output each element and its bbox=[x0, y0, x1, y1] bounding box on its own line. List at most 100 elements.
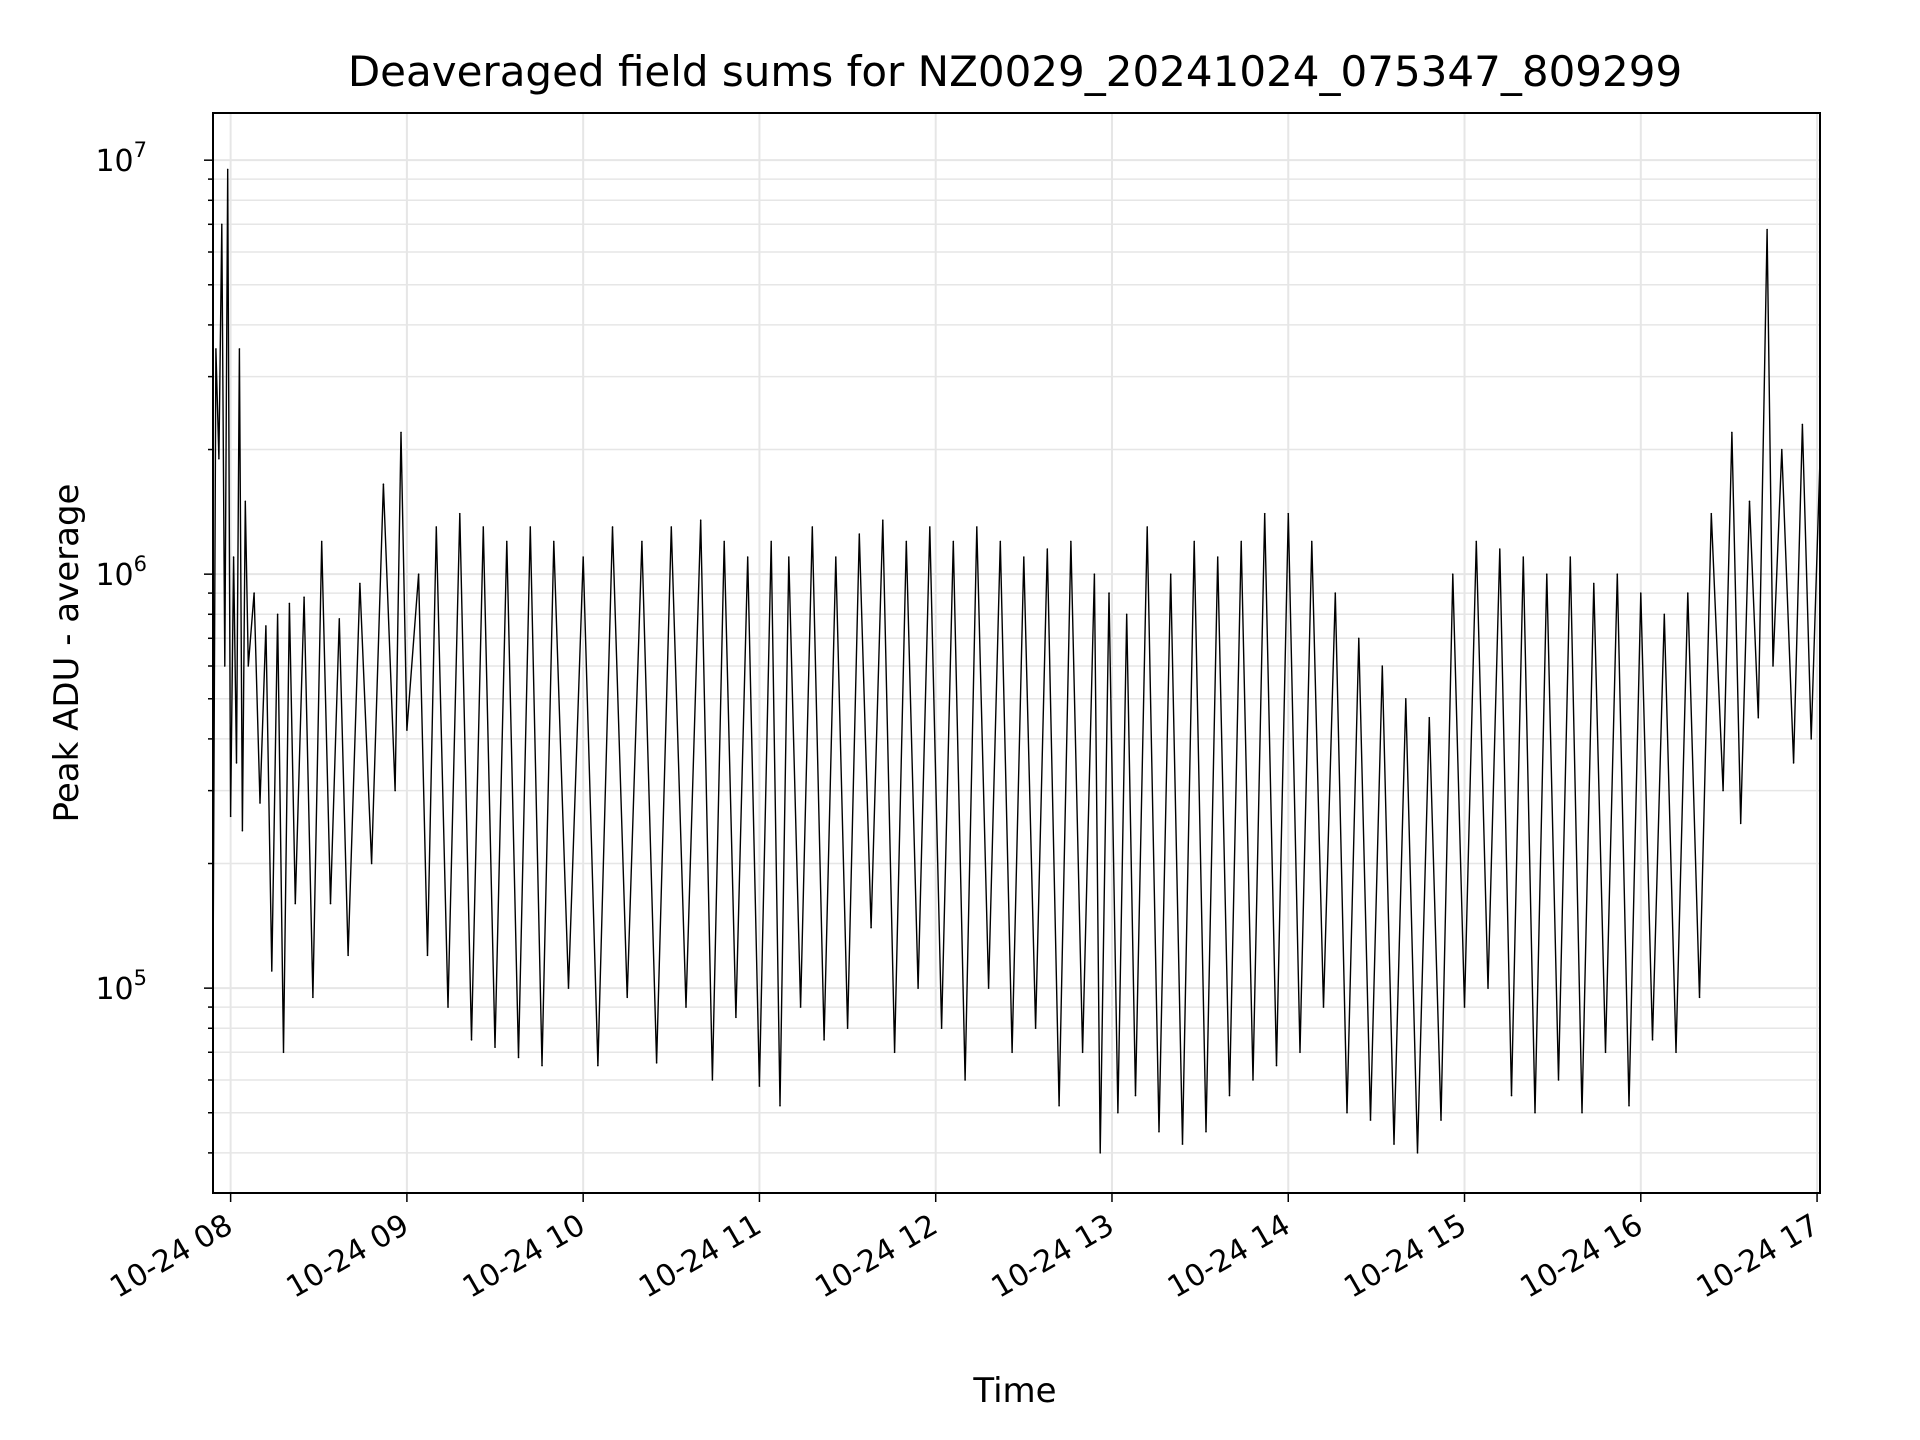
data-point bbox=[1158, 1130, 1160, 1133]
data-point bbox=[1416, 1152, 1419, 1154]
data-point bbox=[1616, 573, 1619, 575]
data-point bbox=[229, 815, 232, 818]
data-point bbox=[929, 526, 931, 528]
y-tick-label: 106 bbox=[95, 552, 147, 593]
data-point bbox=[238, 348, 241, 350]
data-point bbox=[1169, 573, 1172, 575]
y-axis: 105 106 107 bbox=[95, 138, 213, 1154]
data-point bbox=[221, 223, 223, 226]
data-point bbox=[1451, 573, 1454, 575]
data-point bbox=[1346, 1111, 1348, 1114]
data-point bbox=[1534, 1111, 1536, 1114]
data-point bbox=[1757, 716, 1760, 719]
data-point bbox=[329, 902, 332, 905]
data-point bbox=[567, 987, 570, 989]
data-point bbox=[976, 526, 978, 528]
data-point bbox=[1675, 1051, 1677, 1054]
data-point bbox=[917, 987, 919, 989]
data-point bbox=[447, 1006, 449, 1008]
data-point bbox=[699, 519, 702, 521]
data-point bbox=[347, 954, 349, 957]
data-point bbox=[1498, 548, 1501, 550]
data-point bbox=[1046, 548, 1049, 550]
chart-title: Deaveraged field sums for NZ0029_2024102… bbox=[348, 47, 1682, 96]
data-point bbox=[1748, 500, 1751, 503]
data-point bbox=[458, 512, 461, 515]
data-point bbox=[241, 829, 244, 832]
data-point bbox=[1193, 540, 1196, 543]
data-point bbox=[823, 1039, 825, 1041]
data-point bbox=[406, 729, 408, 731]
data-point bbox=[215, 348, 217, 350]
data-point bbox=[265, 625, 267, 627]
data-point bbox=[1216, 556, 1219, 558]
data-point bbox=[1081, 1051, 1084, 1054]
data-point bbox=[835, 556, 837, 558]
y-tick-label: 107 bbox=[95, 138, 147, 179]
data-point bbox=[788, 556, 790, 558]
y-tick-label: 105 bbox=[95, 966, 147, 1007]
data-point bbox=[1108, 592, 1110, 594]
data-point bbox=[1698, 996, 1701, 999]
data-point bbox=[711, 1079, 714, 1081]
data-point bbox=[758, 1085, 761, 1087]
series-line bbox=[213, 169, 1820, 1153]
data-point bbox=[1310, 540, 1313, 543]
data-point bbox=[1592, 582, 1595, 585]
data-point bbox=[320, 540, 323, 543]
data-point bbox=[655, 1062, 658, 1064]
data-point bbox=[1686, 592, 1689, 594]
data-point bbox=[1651, 1039, 1654, 1041]
data-point bbox=[1801, 423, 1804, 426]
data-point bbox=[529, 526, 532, 528]
data-point bbox=[893, 1051, 896, 1054]
data-point bbox=[746, 556, 749, 558]
data-point bbox=[1287, 512, 1290, 515]
data-point bbox=[1093, 573, 1096, 575]
data-point bbox=[470, 1039, 473, 1041]
data-point bbox=[359, 582, 361, 585]
data-point bbox=[541, 1064, 543, 1067]
data-point bbox=[400, 431, 402, 434]
data-point bbox=[1134, 1094, 1137, 1097]
data-point bbox=[1263, 512, 1266, 515]
data-point bbox=[482, 526, 485, 528]
data-point bbox=[259, 802, 261, 804]
data-point bbox=[1181, 1143, 1184, 1145]
data-point bbox=[1393, 1143, 1395, 1145]
data-point bbox=[1034, 1027, 1037, 1030]
data-point bbox=[952, 540, 955, 543]
data-point bbox=[1639, 592, 1642, 594]
data-point bbox=[1663, 613, 1666, 616]
data-point bbox=[611, 526, 614, 528]
data-point bbox=[218, 457, 220, 460]
data-point bbox=[338, 618, 341, 620]
data-point bbox=[940, 1027, 943, 1030]
data-point bbox=[1792, 762, 1795, 764]
data-point bbox=[670, 526, 673, 528]
data-point bbox=[1125, 613, 1128, 616]
data-point bbox=[846, 1027, 849, 1030]
data-point bbox=[1023, 556, 1025, 558]
data-point bbox=[1117, 1111, 1119, 1114]
data-point bbox=[1557, 1079, 1560, 1081]
data-point bbox=[1710, 512, 1713, 515]
data-point bbox=[253, 592, 255, 594]
data-point bbox=[435, 526, 438, 528]
data-point bbox=[505, 540, 508, 543]
data-point bbox=[1731, 431, 1733, 434]
data-point bbox=[1440, 1119, 1442, 1121]
data-point bbox=[1357, 637, 1360, 640]
data-point bbox=[1475, 540, 1478, 543]
data-point bbox=[303, 596, 305, 598]
data-point bbox=[1781, 448, 1783, 451]
data-point bbox=[276, 613, 279, 616]
data-point bbox=[1487, 987, 1489, 989]
data-point bbox=[735, 1016, 737, 1019]
data-point bbox=[1628, 1104, 1630, 1107]
data-point bbox=[1772, 665, 1774, 667]
data-point bbox=[1463, 1006, 1466, 1008]
data-point bbox=[1228, 1094, 1231, 1097]
data-point bbox=[1369, 1119, 1372, 1121]
